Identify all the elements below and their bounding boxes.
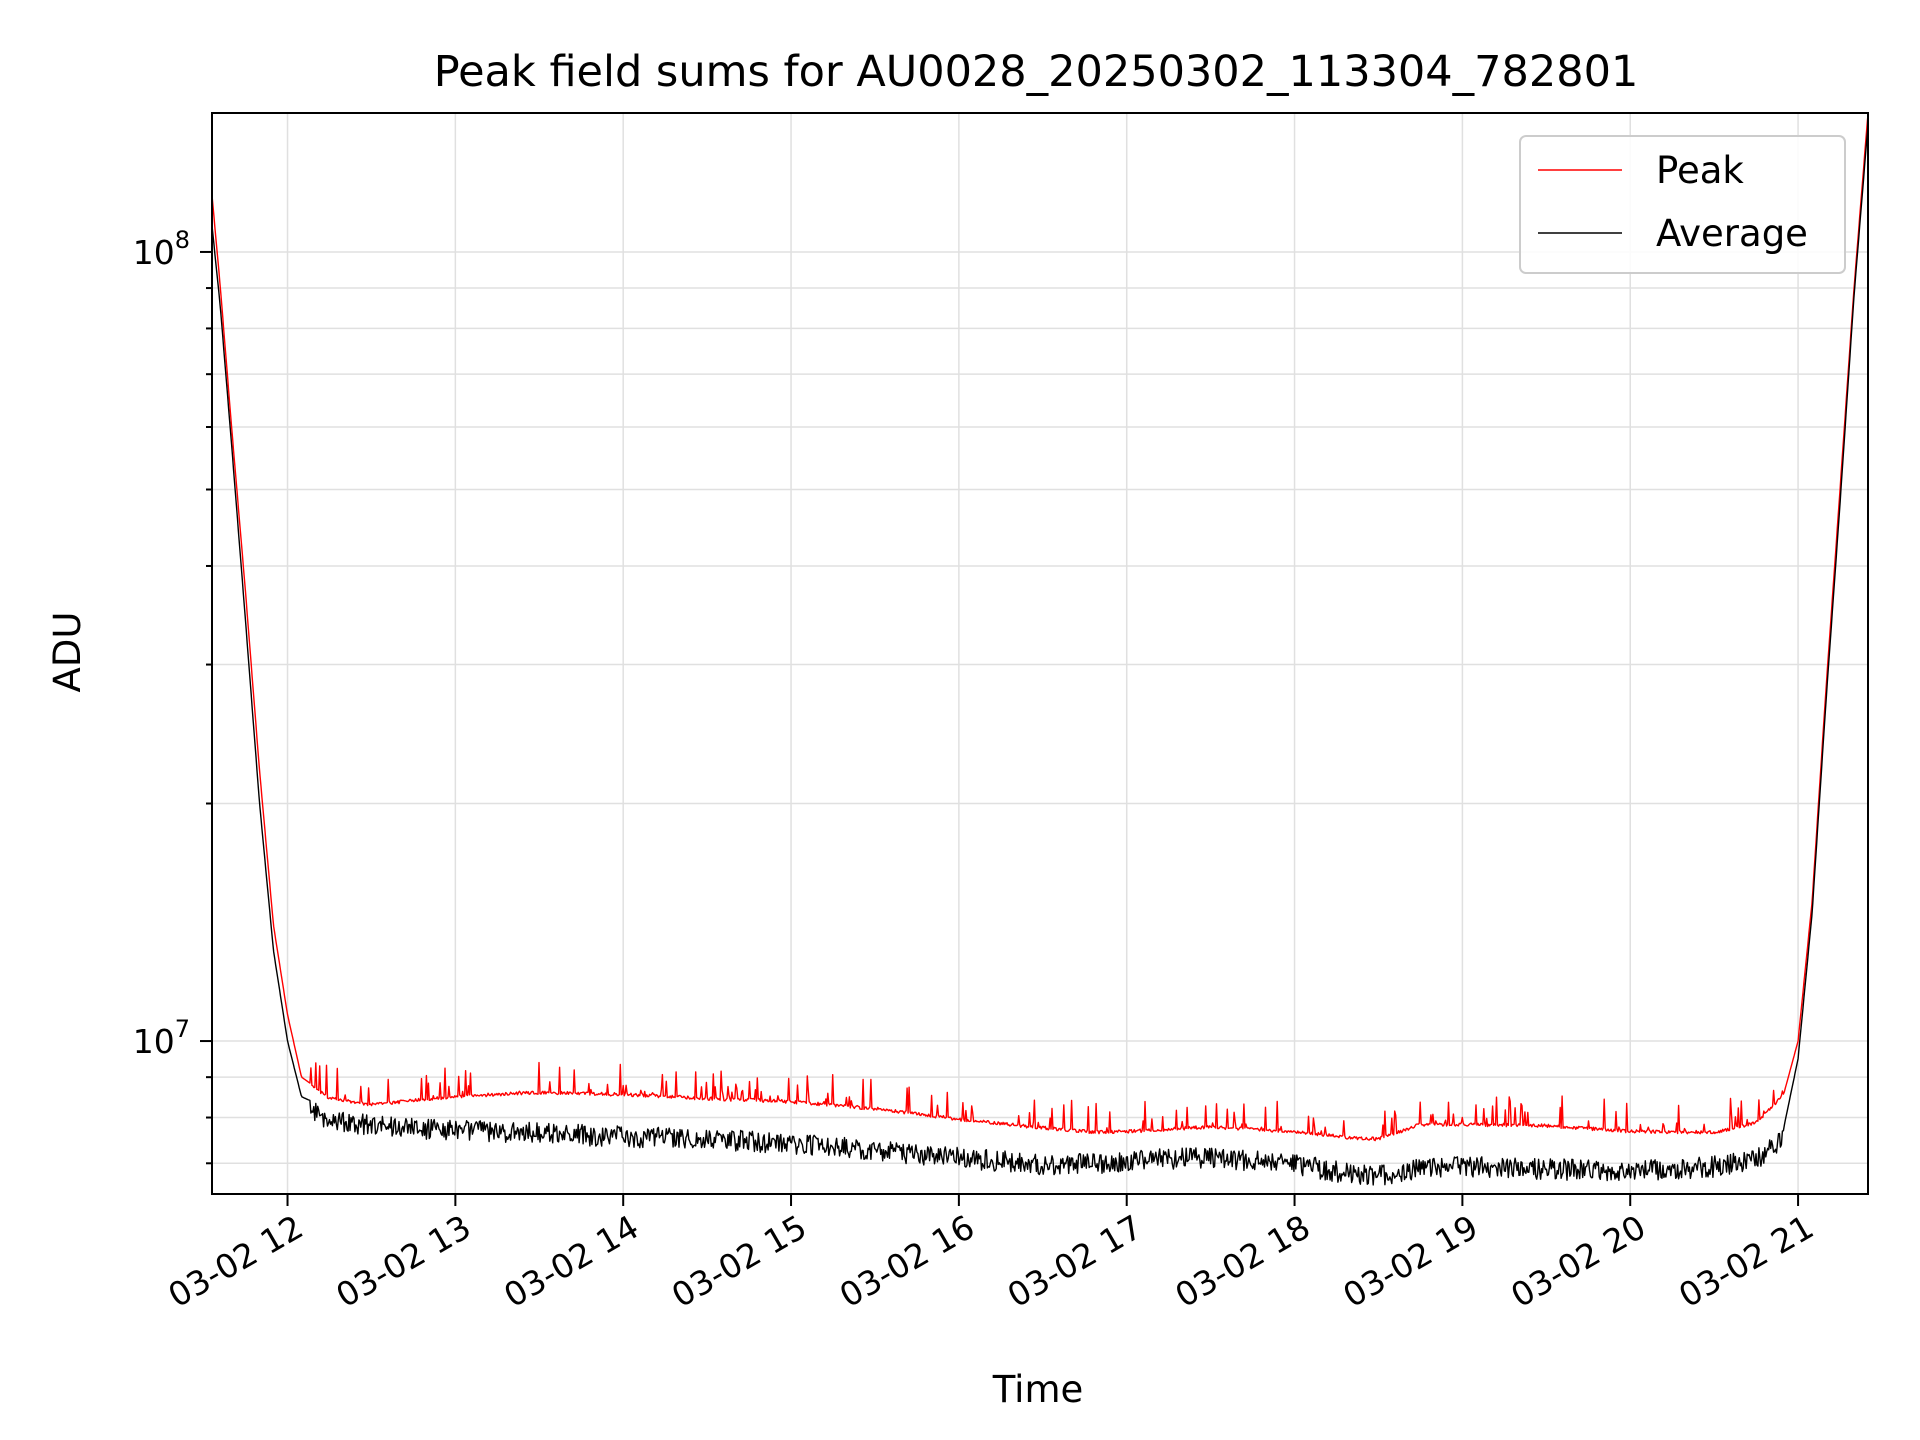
legend-label-average: Average <box>1656 212 1808 255</box>
legend: Peak Average <box>1519 135 1846 274</box>
plot-frame <box>211 112 1869 1195</box>
chart-title: Peak field sums for AU0028_20250302_1133… <box>434 47 1639 97</box>
legend-label-peak: Peak <box>1656 149 1744 192</box>
series-line-peak <box>211 118 1869 1142</box>
y-axis-label: ADU <box>46 612 89 693</box>
y-axis: 107 108 <box>133 226 212 1165</box>
grid <box>212 113 1868 1194</box>
series-line-average <box>211 129 1869 1186</box>
y-tick-label: 107 <box>133 1015 190 1061</box>
plot-lines <box>211 118 1869 1186</box>
y-tick-label: 108 <box>133 226 190 272</box>
x-axis-label: Time <box>992 1368 1084 1411</box>
